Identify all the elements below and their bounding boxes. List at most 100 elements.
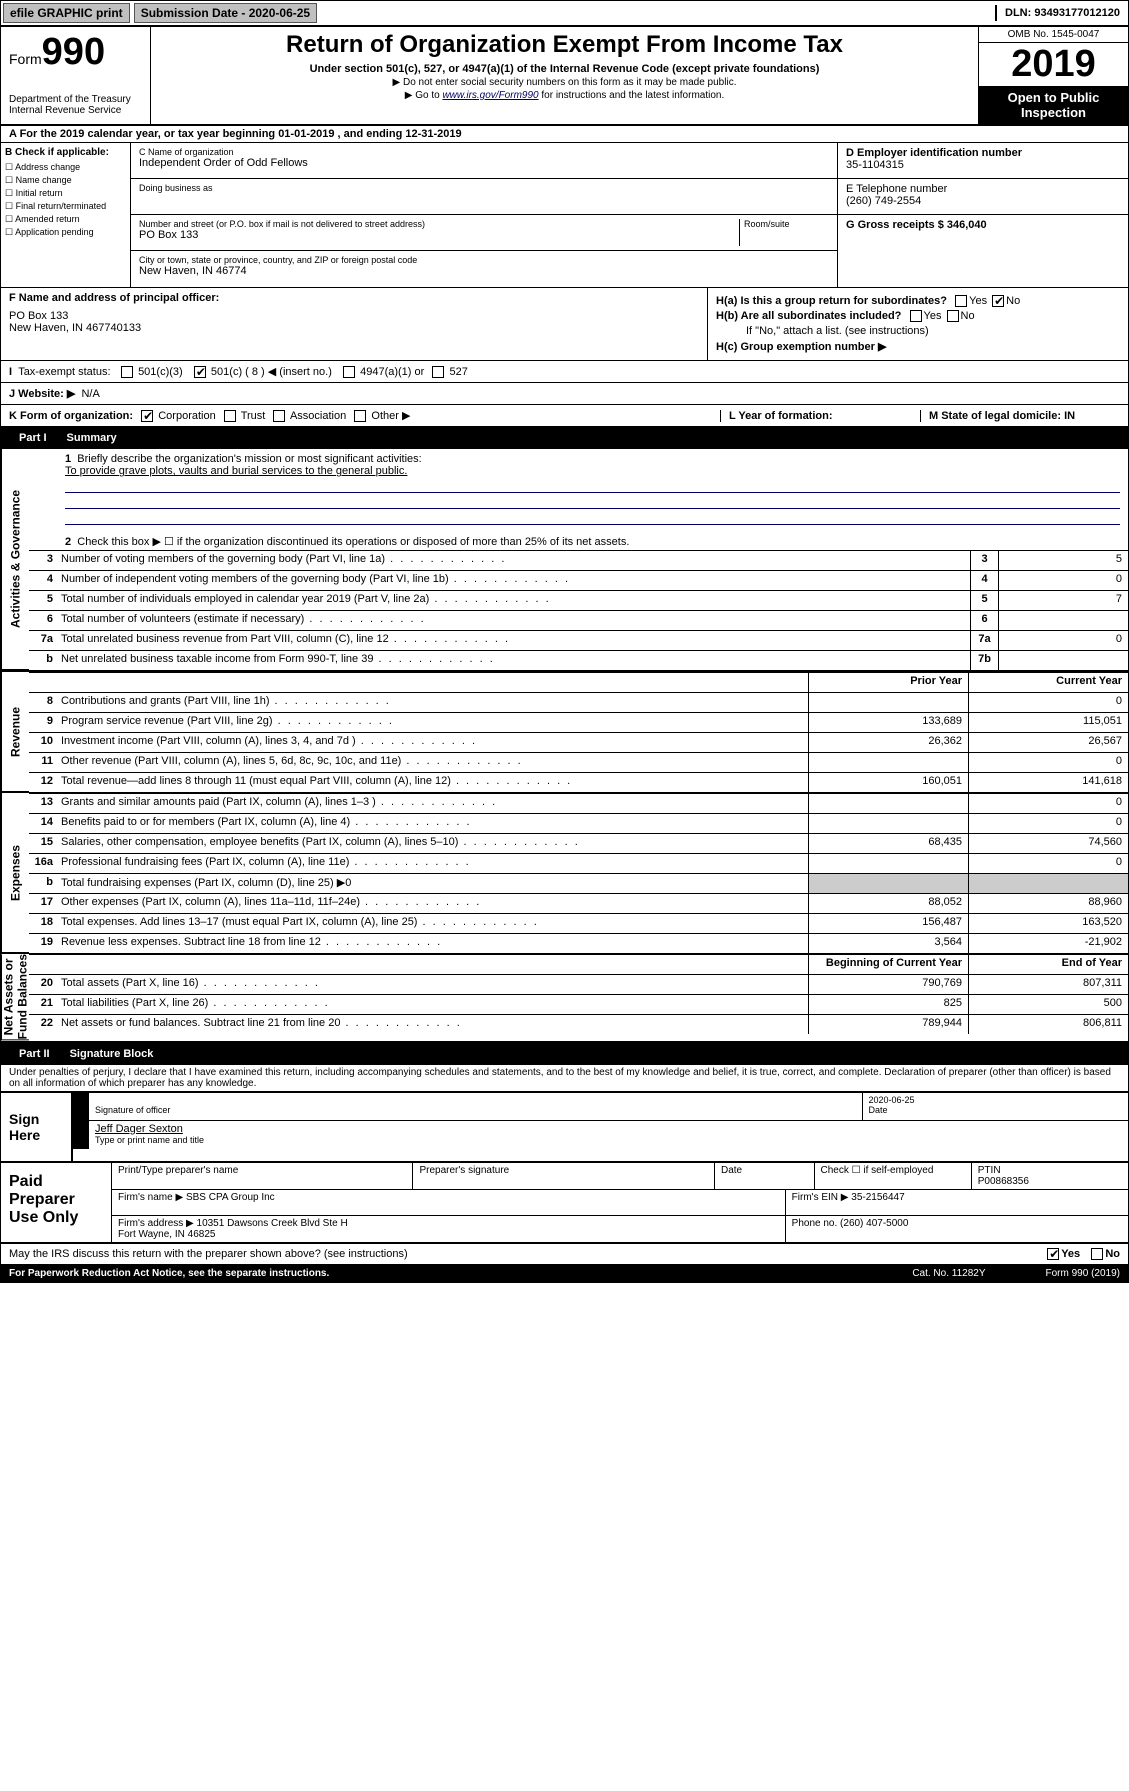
summary-row: 5Total number of individuals employed in… (29, 590, 1128, 610)
omb-number: OMB No. 1545-0047 (979, 27, 1128, 43)
summary-row: 17Other expenses (Part IX, column (A), l… (29, 893, 1128, 913)
firm-name: Firm's name ▶ SBS CPA Group Inc (111, 1190, 785, 1215)
h-b-yes[interactable] (910, 310, 922, 322)
check-4947[interactable] (343, 366, 355, 378)
discuss-yes[interactable] (1047, 1248, 1059, 1260)
firm-ein: Firm's EIN ▶ 35-2156447 (785, 1190, 1128, 1215)
summary-row: 4Number of independent voting members of… (29, 570, 1128, 590)
subtitle-2: ▶ Do not enter social security numbers o… (159, 77, 970, 88)
summary-row: 11Other revenue (Part VIII, column (A), … (29, 752, 1128, 772)
form-title: Return of Organization Exempt From Incom… (159, 31, 970, 59)
dept-label: Department of the Treasury Internal Reve… (9, 94, 142, 116)
vlabel-expenses: Expenses (1, 793, 29, 953)
check-corp[interactable] (141, 410, 153, 422)
summary-row: bNet unrelated business taxable income f… (29, 650, 1128, 670)
paid-preparer-block: Paid Preparer Use Only Print/Type prepar… (1, 1163, 1128, 1244)
preparer-name-label: Print/Type preparer's name (111, 1163, 412, 1189)
form-number: Form990 (9, 31, 142, 74)
check-address-change[interactable]: ☐ Address change (5, 162, 126, 173)
tax-year-range: A For the 2019 calendar year, or tax yea… (1, 126, 1128, 143)
h-b-no[interactable] (947, 310, 959, 322)
subtitle-3: ▶ Go to www.irs.gov/Form990 for instruct… (159, 90, 970, 101)
org-name-label: C Name of organization (139, 147, 829, 157)
row-i-tax-status: I Tax-exempt status: 501(c)(3) 501(c) ( … (1, 361, 1128, 383)
check-application-pending[interactable]: ☐ Application pending (5, 227, 126, 238)
summary-row: 12Total revenue—add lines 8 through 11 (… (29, 772, 1128, 792)
preparer-date-label: Date (714, 1163, 814, 1189)
addr-value: PO Box 133 (139, 229, 739, 241)
open-to-public-badge: Open to Public Inspection (979, 86, 1128, 124)
efile-print-button[interactable]: efile GRAPHIC print (3, 3, 130, 23)
check-trust[interactable] (224, 410, 236, 422)
phone-label: E Telephone number (846, 183, 1120, 195)
box-d-ein: D Employer identification number 35-1104… (838, 143, 1128, 287)
arrow-icon (73, 1121, 89, 1149)
form-header: Form990 Department of the Treasury Inter… (1, 27, 1128, 126)
summary-row: 16aProfessional fundraising fees (Part I… (29, 853, 1128, 873)
h-a-no[interactable] (992, 295, 1004, 307)
check-other[interactable] (354, 410, 366, 422)
check-amended-return[interactable]: ☐ Amended return (5, 214, 126, 225)
check-501c3[interactable] (121, 366, 133, 378)
check-527[interactable] (432, 366, 444, 378)
mission-block: 1 Briefly describe the organization's mi… (29, 449, 1128, 533)
vlabel-netassets: Net Assets or Fund Balances (1, 954, 29, 1040)
sign-here-block: Sign Here Signature of officer 2020-06-2… (1, 1091, 1128, 1163)
summary-row: 8Contributions and grants (Part VIII, li… (29, 692, 1128, 712)
summary-row: 9Program service revenue (Part VIII, lin… (29, 712, 1128, 732)
submission-date-label: Submission Date - 2020-06-25 (134, 3, 317, 23)
form-footer: For Paperwork Reduction Act Notice, see … (1, 1265, 1128, 1282)
discuss-no[interactable] (1091, 1248, 1103, 1260)
ein-value: 35-1104315 (846, 159, 1120, 171)
city-value: New Haven, IN 46774 (139, 265, 829, 277)
col-headers-netassets: Beginning of Current Year End of Year (29, 954, 1128, 974)
part-2-header: Part II Signature Block (1, 1043, 1128, 1065)
room-label: Room/suite (744, 219, 829, 229)
mission-text: To provide grave plots, vaults and buria… (65, 465, 1120, 477)
box-b-checklist: B Check if applicable: ☐ Address change … (1, 143, 131, 287)
ptin-cell: PTINP00868356 (971, 1163, 1128, 1189)
gross-receipts: G Gross receipts $ 346,040 (846, 219, 987, 231)
firm-phone: Phone no. (260) 407-5000 (785, 1216, 1128, 1242)
ein-label: D Employer identification number (846, 147, 1022, 159)
summary-row: bTotal fundraising expenses (Part IX, co… (29, 873, 1128, 893)
col-headers-revenue: Prior Year Current Year (29, 672, 1128, 692)
summary-row: 3Number of voting members of the governi… (29, 550, 1128, 570)
summary-row: 19Revenue less expenses. Subtract line 1… (29, 933, 1128, 953)
box-c-org-info: C Name of organization Independent Order… (131, 143, 838, 287)
summary-row: 7aTotal unrelated business revenue from … (29, 630, 1128, 650)
summary-row: 10Investment income (Part VIII, column (… (29, 732, 1128, 752)
row-k-form-org: K Form of organization: Corporation Trus… (1, 405, 1128, 427)
firm-address: Firm's address ▶ 10351 Dawsons Creek Blv… (111, 1216, 785, 1242)
officer-name: Jeff Dager Sexton (95, 1123, 1122, 1135)
check-final-return[interactable]: ☐ Final return/terminated (5, 201, 126, 212)
vlabel-revenue: Revenue (1, 672, 29, 792)
summary-row: 15Salaries, other compensation, employee… (29, 833, 1128, 853)
dba-label: Doing business as (139, 183, 829, 193)
box-h-group: H(a) Is this a group return for subordin… (708, 288, 1128, 360)
vlabel-governance: Activities & Governance (1, 449, 29, 670)
discuss-with-preparer: May the IRS discuss this return with the… (1, 1244, 1128, 1265)
box-f-officer: F Name and address of principal officer:… (1, 288, 708, 360)
summary-row: 18Total expenses. Add lines 13–17 (must … (29, 913, 1128, 933)
arrow-icon (73, 1093, 89, 1120)
org-name: Independent Order of Odd Fellows (139, 157, 829, 169)
summary-row: 13Grants and similar amounts paid (Part … (29, 793, 1128, 813)
part-1-header: Part I Summary (1, 427, 1128, 449)
summary-row: 21Total liabilities (Part X, line 26)825… (29, 994, 1128, 1014)
check-initial-return[interactable]: ☐ Initial return (5, 188, 126, 199)
h-a-yes[interactable] (955, 295, 967, 307)
dln-label: DLN: 93493177012120 (995, 5, 1128, 21)
check-name-change[interactable]: ☐ Name change (5, 175, 126, 186)
perjury-statement: Under penalties of perjury, I declare th… (1, 1065, 1128, 1091)
instructions-link[interactable]: www.irs.gov/Form990 (442, 90, 538, 101)
topbar: efile GRAPHIC print Submission Date - 20… (1, 1, 1128, 27)
self-employed-check[interactable]: Check ☐ if self-employed (814, 1163, 971, 1189)
summary-row: 6Total number of volunteers (estimate if… (29, 610, 1128, 630)
summary-row: 20Total assets (Part X, line 16)790,7698… (29, 974, 1128, 994)
check-501c[interactable] (194, 366, 206, 378)
subtitle-1: Under section 501(c), 527, or 4947(a)(1)… (159, 63, 970, 75)
check-assoc[interactable] (273, 410, 285, 422)
signature-date: 2020-06-25 (869, 1095, 1123, 1105)
phone-value: (260) 749-2554 (846, 195, 1120, 207)
